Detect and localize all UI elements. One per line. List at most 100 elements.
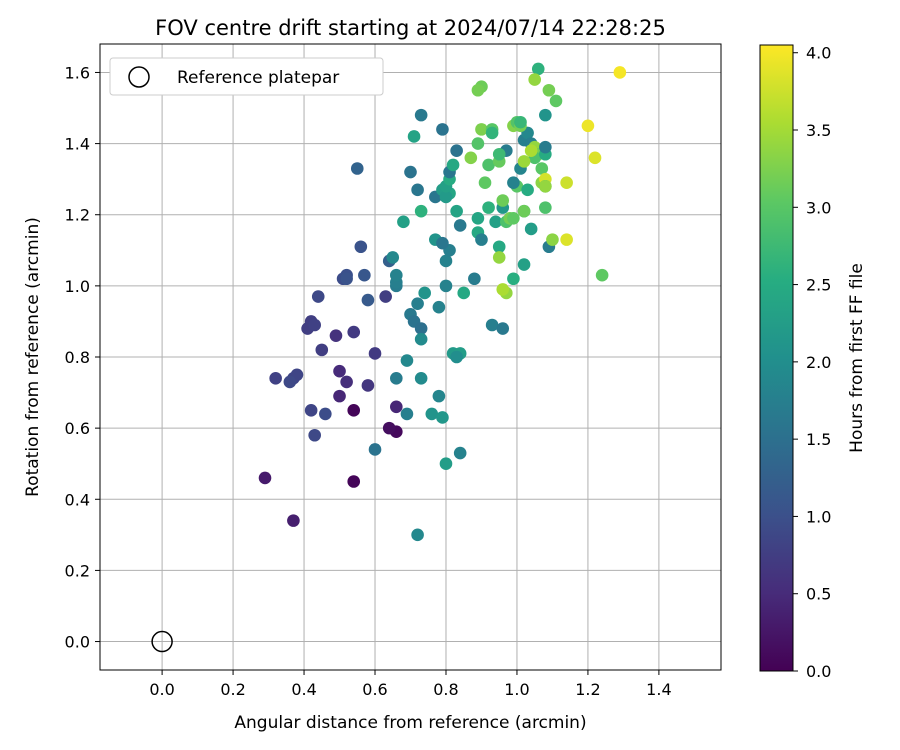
- data-point: [354, 240, 368, 254]
- data-point: [308, 428, 321, 442]
- data-points: [151, 62, 627, 653]
- data-point: [358, 268, 371, 282]
- data-point: [595, 268, 609, 282]
- data-point: [404, 165, 417, 179]
- colorbar-gradient: [759, 44, 794, 672]
- data-point: [319, 407, 332, 421]
- data-point: [269, 372, 282, 385]
- y-tick-label: 0.2: [65, 561, 90, 580]
- data-point: [350, 162, 364, 175]
- data-point: [436, 236, 449, 250]
- colorbar-label: Hours from first FF file: [847, 263, 867, 453]
- data-point: [333, 364, 346, 378]
- data-point: [397, 215, 410, 229]
- data-point: [464, 151, 478, 165]
- x-tick-label: 0.8: [433, 680, 458, 699]
- y-axis-ticks: 0.0 0.2 0.4 0.6 0.8 1.0 1.2 1.4 1.6: [65, 63, 100, 652]
- colorbar-tick-label: 2.0: [806, 353, 831, 372]
- data-point: [390, 372, 403, 385]
- data-point: [482, 158, 495, 172]
- colorbar-tick-label: 0.0: [806, 662, 831, 681]
- reference-point-marker: [151, 630, 173, 653]
- data-point: [560, 233, 573, 246]
- data-point: [496, 194, 510, 207]
- y-tick-label: 0.4: [65, 490, 90, 509]
- y-tick-label: 0.8: [65, 348, 90, 367]
- data-point: [411, 183, 424, 197]
- legend-marker-reference: [128, 66, 150, 88]
- data-point: [560, 176, 573, 190]
- data-point: [475, 233, 488, 246]
- data-point: [347, 404, 361, 417]
- data-point: [368, 443, 382, 456]
- data-point: [450, 350, 463, 364]
- colorbar-tick-label: 4.0: [806, 44, 831, 63]
- data-point: [482, 201, 495, 214]
- data-point: [489, 215, 502, 229]
- data-point: [304, 404, 318, 417]
- y-tick-label: 0.6: [65, 419, 90, 438]
- data-point: [528, 73, 541, 86]
- y-tick-label: 1.2: [65, 206, 90, 225]
- data-point: [524, 144, 538, 158]
- data-point: [414, 332, 428, 346]
- data-point: [411, 297, 424, 310]
- x-tick-label: 1.4: [646, 680, 671, 699]
- data-point: [471, 137, 485, 150]
- data-point: [287, 514, 300, 527]
- x-tick-label: 0.4: [291, 680, 316, 699]
- data-point: [439, 254, 453, 268]
- data-point: [485, 318, 499, 332]
- data-point: [539, 179, 552, 193]
- x-tick-label: 1.2: [575, 680, 600, 699]
- data-point: [439, 457, 453, 471]
- data-point: [542, 83, 556, 97]
- data-point: [507, 272, 520, 286]
- y-tick-label: 1.4: [65, 135, 90, 154]
- data-point: [496, 283, 510, 296]
- data-point: [400, 407, 414, 421]
- data-point: [613, 66, 627, 79]
- data-point: [379, 290, 392, 303]
- data-point: [283, 375, 297, 389]
- data-point: [315, 343, 329, 357]
- data-point: [436, 123, 449, 136]
- chart-title: FOV centre drift starting at 2024/07/14 …: [155, 16, 666, 40]
- legend-label-reference: Reference platepar: [177, 68, 339, 88]
- x-axis-ticks: 0.0 0.2 0.4 0.6 0.8 1.0 1.2 1.4: [149, 670, 672, 699]
- legend: Reference platepar: [109, 57, 384, 96]
- data-point: [471, 211, 485, 225]
- data-point: [478, 176, 492, 190]
- data-point: [446, 158, 460, 172]
- data-point: [340, 375, 353, 389]
- data-point: [340, 272, 353, 286]
- data-point: [368, 347, 382, 360]
- data-point: [535, 162, 549, 175]
- data-point: [308, 318, 321, 332]
- data-point: [453, 446, 467, 460]
- x-tick-label: 0.6: [362, 680, 387, 699]
- y-tick-label: 0.0: [65, 633, 90, 652]
- data-point: [471, 83, 485, 97]
- data-point: [539, 140, 552, 154]
- data-point: [329, 329, 343, 342]
- x-tick-label: 1.0: [504, 680, 529, 699]
- x-tick-label: 0.0: [149, 680, 174, 699]
- data-point: [414, 322, 428, 335]
- data-point: [382, 421, 396, 435]
- colorbar-tick-label: 3.5: [806, 121, 831, 140]
- y-tick-label: 1.0: [65, 277, 90, 296]
- data-point: [390, 268, 403, 282]
- colorbar-tick-label: 3.0: [806, 198, 831, 217]
- y-tick-label: 1.6: [65, 63, 90, 82]
- data-point: [521, 183, 534, 197]
- data-point: [418, 286, 431, 300]
- data-point: [439, 279, 453, 293]
- data-point: [517, 258, 531, 271]
- colorbar-tick-label: 0.5: [806, 585, 831, 604]
- y-axis-label: Rotation from reference (arcmin): [23, 217, 43, 497]
- data-point: [258, 471, 272, 485]
- data-point: [453, 219, 467, 232]
- data-point: [588, 151, 602, 165]
